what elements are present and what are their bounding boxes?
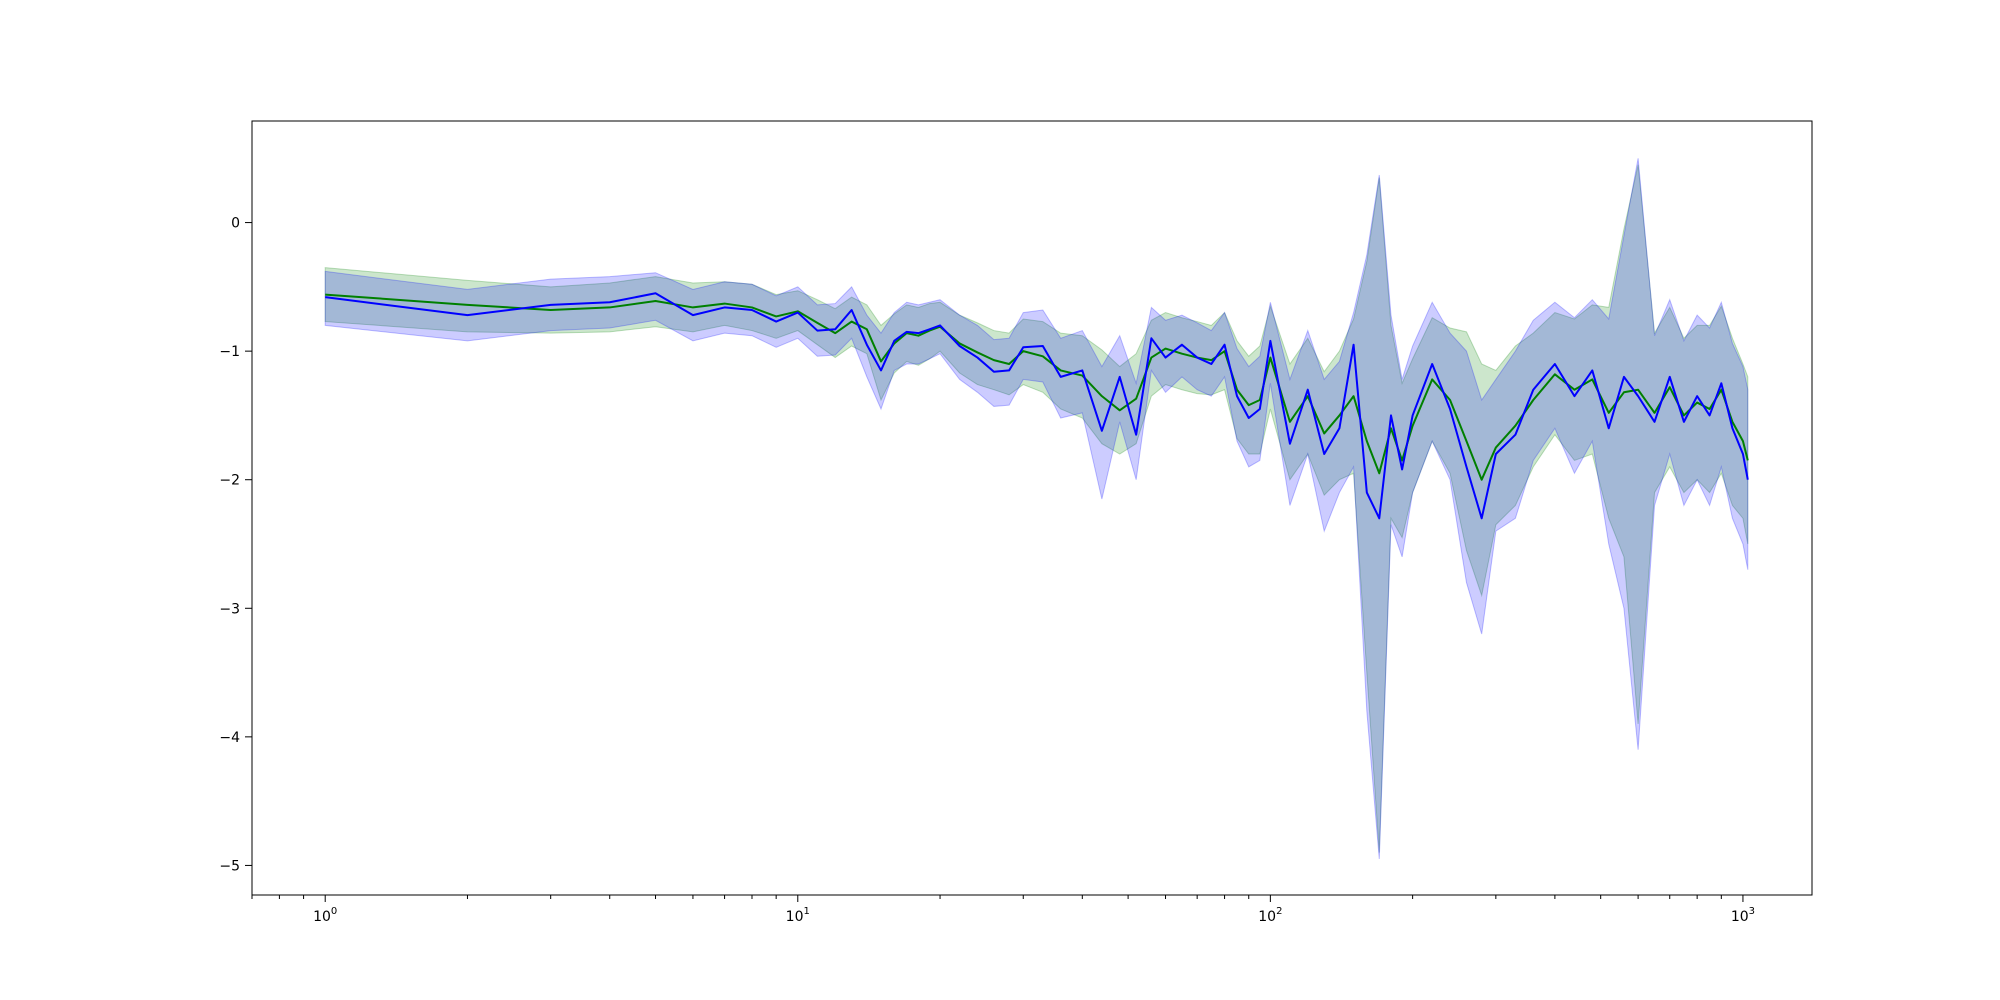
y-tick-label: −1 <box>219 344 240 360</box>
x-tick-label: 100 <box>313 906 337 925</box>
x-tick-exponent: 2 <box>1276 906 1282 917</box>
series-2-band <box>324 158 1749 860</box>
y-axis-ticks: 0 −1 −2 −3 −4 −5 <box>219 216 252 874</box>
plot-area <box>252 121 1812 895</box>
x-tick-base: 10 <box>1258 909 1276 925</box>
x-tick-label: 101 <box>786 906 810 925</box>
series-lines <box>325 292 1749 520</box>
series-1-band <box>324 164 1749 853</box>
y-tick-label: 0 <box>231 216 240 232</box>
x-tick-label: 102 <box>1258 906 1282 925</box>
x-tick-base: 10 <box>1731 909 1749 925</box>
x-tick-exponent: 3 <box>1749 906 1755 917</box>
series-1-line <box>325 293 1749 481</box>
plot-frame <box>251 120 1813 896</box>
series-2-line <box>325 292 1749 520</box>
x-tick-exponent: 1 <box>804 906 810 917</box>
y-tick-label: −5 <box>219 858 240 874</box>
y-tick-label: −4 <box>219 730 240 746</box>
confidence-bands <box>324 158 1749 860</box>
x-tick-exponent: 0 <box>331 906 337 917</box>
y-tick-label: −3 <box>219 601 240 617</box>
y-tick-label: −2 <box>219 473 240 489</box>
x-tick-label: 103 <box>1731 906 1755 925</box>
x-tick-base: 10 <box>313 909 331 925</box>
x-axis-ticks: 100 101 102 103 <box>251 895 1755 925</box>
x-tick-base: 10 <box>786 909 804 925</box>
